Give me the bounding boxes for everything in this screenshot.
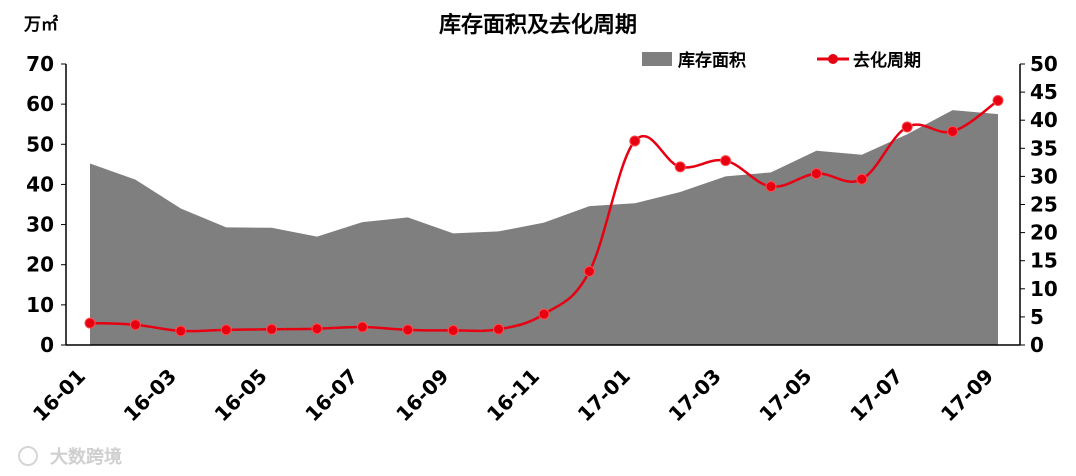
right-tick-label-1: 5 [1030, 305, 1044, 329]
right-tick-label-5: 25 [1030, 193, 1058, 217]
absorption-point-16-11 [538, 308, 550, 320]
left-tick-label-3: 30 [26, 213, 54, 237]
absorption-point-17-05 [810, 168, 822, 180]
right-tick-label-10: 50 [1030, 52, 1058, 76]
absorption-point-17-06 [856, 173, 868, 185]
x-tick-label-8: 17-05 [754, 364, 816, 426]
absorption-point-17-04 [765, 181, 777, 193]
absorption-point-16-10 [493, 323, 505, 335]
x-tick-label-3: 16-07 [300, 364, 362, 426]
watermark-logo-icon [18, 446, 38, 466]
x-tick-label-0: 16-01 [28, 364, 90, 426]
absorption-point-17-08 [947, 125, 959, 137]
inventory-area [90, 110, 998, 346]
absorption-point-16-06 [311, 323, 323, 335]
absorption-point-17-03 [720, 155, 732, 167]
left-tick-label-2: 20 [26, 253, 54, 277]
absorption-point-17-01 [629, 135, 641, 147]
watermark: 大数跨境 [18, 446, 122, 468]
absorption-point-16-12 [583, 265, 595, 277]
absorption-point-17-09 [992, 95, 1004, 107]
right-tick-label-7: 35 [1030, 136, 1058, 160]
left-axis-unit: 万㎡ [23, 14, 58, 35]
x-tick-label-2: 16-05 [210, 364, 272, 426]
plot-area [61, 63, 1025, 346]
legend-swatch-marker [828, 54, 838, 64]
absorption-point-16-04 [220, 324, 232, 336]
right-axis-ticks: 0 5 10 15 20 25 30 35 40 45 50 [1030, 52, 1058, 357]
absorption-point-17-02 [674, 161, 686, 173]
right-tick-label-3: 15 [1030, 249, 1058, 273]
right-tick-label-8: 40 [1030, 108, 1058, 132]
x-axis-ticks: 16-01 16-03 16-05 16-07 16-09 16-11 17-01 17-03… [28, 364, 998, 426]
right-tick-label-4: 20 [1030, 221, 1058, 245]
left-tick-label-1: 10 [26, 293, 54, 317]
absorption-line [89, 99, 999, 333]
x-tick-label-6: 17-01 [573, 364, 635, 426]
legend-label-area: 库存面积 [678, 50, 746, 71]
legend-label-line: 去化周期 [853, 50, 921, 71]
x-tick-label-9: 17-07 [845, 364, 907, 426]
legend: 库存面积 去化周期 [642, 50, 921, 71]
left-tick-label-7: 70 [26, 52, 54, 76]
left-tick-label-4: 40 [26, 172, 54, 196]
right-tick-label-0: 0 [1030, 333, 1044, 357]
left-tick-label-6: 60 [26, 92, 54, 116]
legend-swatch-area [642, 52, 672, 66]
left-axis-ticks: 0 10 20 30 40 50 60 70 [26, 52, 54, 357]
absorption-point-16-07 [356, 321, 368, 333]
absorption-point-16-01 [84, 317, 96, 329]
right-tick-label-6: 30 [1030, 164, 1058, 188]
left-tick-label-0: 0 [40, 333, 54, 357]
left-tick-label-5: 50 [26, 132, 54, 156]
x-tick-label-5: 16-11 [482, 364, 544, 426]
x-tick-label-10: 17-09 [936, 364, 998, 426]
watermark-text: 大数跨境 [50, 446, 122, 468]
chart-title: 库存面积及去化周期 [439, 12, 637, 38]
absorption-point-16-08 [402, 324, 414, 336]
right-tick-label-2: 10 [1030, 277, 1058, 301]
absorption-point-17-07 [901, 121, 913, 133]
absorption-point-16-05 [266, 323, 278, 335]
x-tick-label-7: 17-03 [664, 364, 726, 426]
absorption-point-16-09 [447, 324, 459, 336]
absorption-point-16-03 [175, 325, 187, 337]
x-tick-label-4: 16-09 [391, 364, 453, 426]
x-tick-label-1: 16-03 [119, 364, 181, 426]
absorption-point-16-02 [129, 319, 141, 331]
right-tick-label-9: 45 [1030, 80, 1058, 104]
